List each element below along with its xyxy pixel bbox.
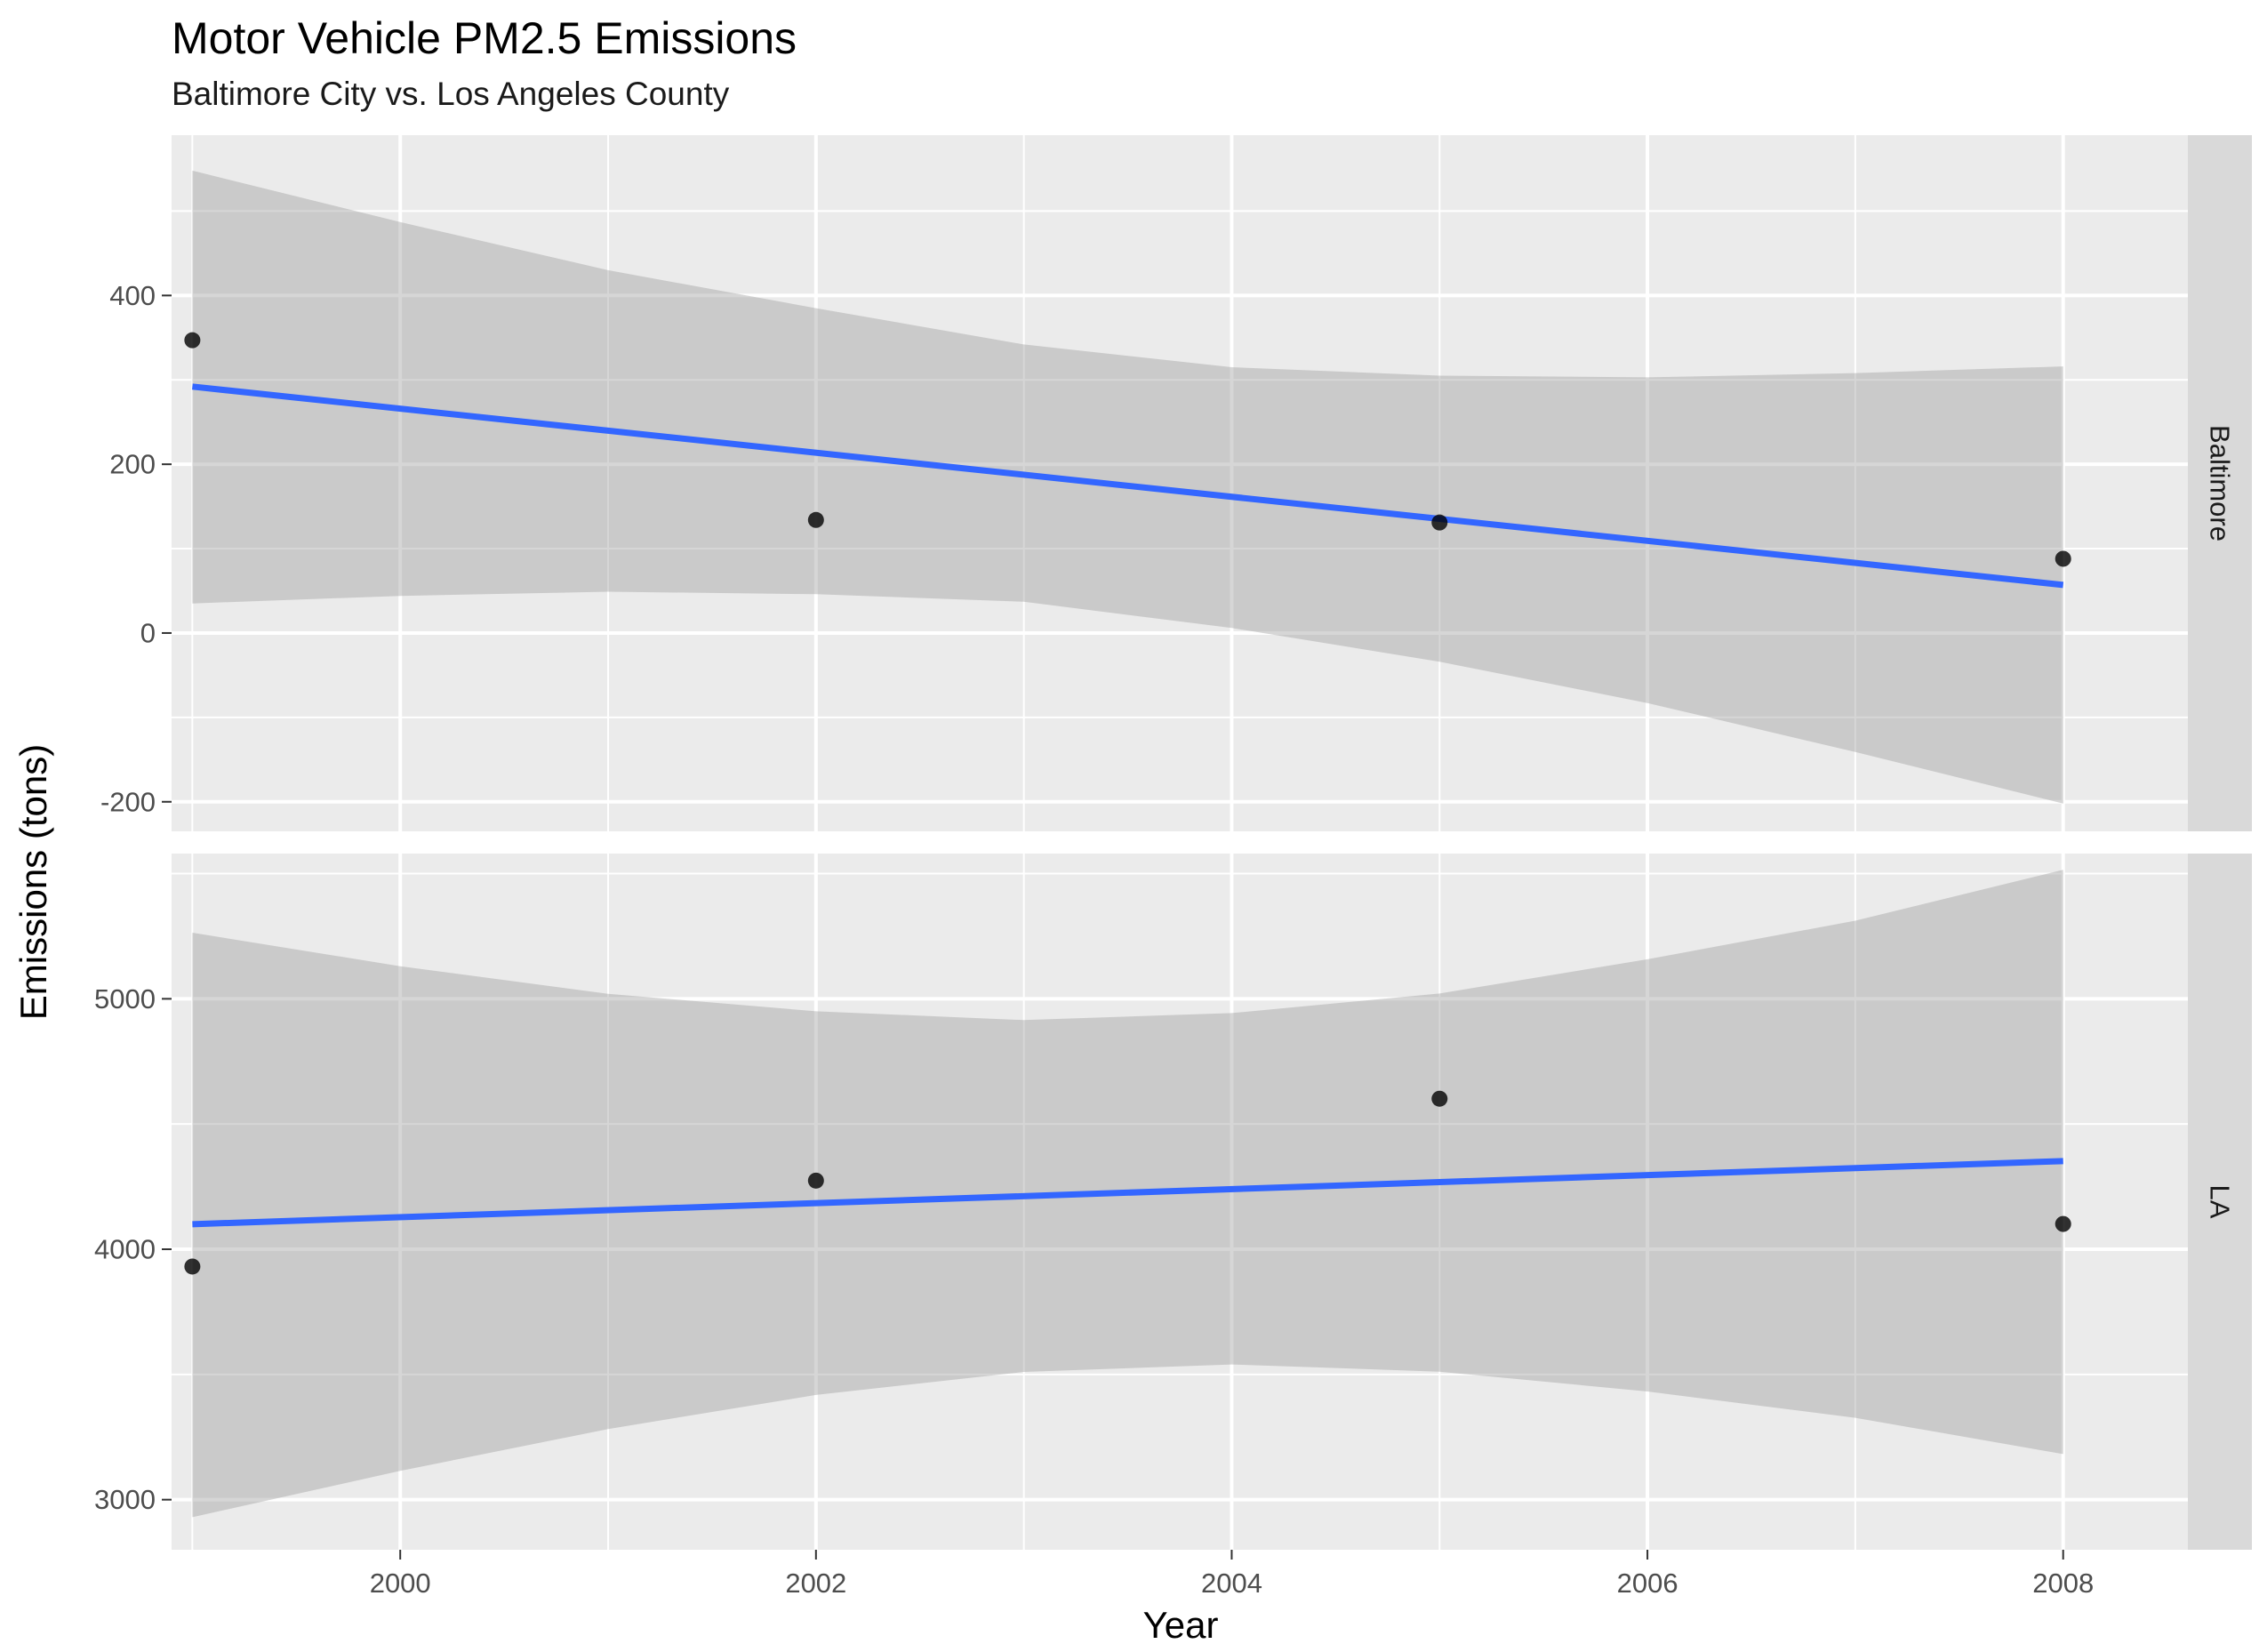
y-tick-label: 400 [109, 280, 156, 311]
data-point [807, 1172, 824, 1189]
x-tick-label: 2002 [785, 1568, 846, 1599]
chart-subtitle: Baltimore City vs. Los Angeles County [172, 76, 730, 112]
plot-layer: Baltimore -200 0 200 400 LA 3000 4000 5000 2000 20… [94, 135, 2252, 1599]
y-tick-label: 3000 [94, 1484, 156, 1515]
x-axis-title: Year [1143, 1604, 1219, 1646]
x-tick-label: 2008 [2032, 1568, 2094, 1599]
chart-title: Motor Vehicle PM2.5 Emissions [172, 13, 797, 63]
facet-strip-label: LA [2205, 1185, 2236, 1219]
data-point [2055, 550, 2071, 567]
data-point [1431, 1090, 1448, 1107]
regression-line [192, 1158, 2063, 1228]
data-point [184, 1258, 201, 1275]
panel-background [172, 135, 2188, 831]
facet-strip [2188, 854, 2252, 1550]
y-tick-label: 5000 [94, 983, 156, 1014]
data-point [807, 511, 824, 528]
data-point [184, 332, 201, 349]
x-tick-label: 2006 [1617, 1568, 1678, 1599]
data-point [2055, 1215, 2071, 1232]
facet-panel-la: LA 3000 4000 5000 2000 2002 2004 2006 2008 [94, 854, 2252, 1599]
facet-panel-baltimore: Baltimore -200 0 200 400 [100, 135, 2252, 831]
x-tick-label: 2004 [1201, 1568, 1262, 1599]
y-tick-label: 200 [109, 449, 156, 480]
y-tick-label: -200 [100, 786, 156, 817]
facet-strip-label: Baltimore [2205, 425, 2236, 541]
facet-strip [2188, 135, 2252, 831]
panel-background [172, 854, 2188, 1550]
x-tick-label: 2000 [370, 1568, 431, 1599]
y-tick-label: 4000 [94, 1234, 156, 1265]
y-axis-title: Emissions (tons) [12, 744, 54, 1020]
regression-line [192, 383, 2064, 589]
y-tick-label: 0 [140, 617, 156, 648]
data-point [1431, 514, 1448, 531]
